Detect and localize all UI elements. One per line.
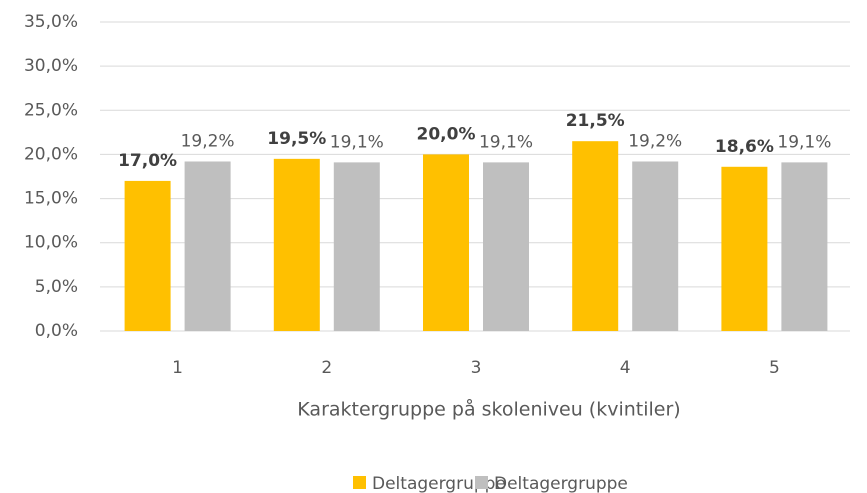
data-label: 19,1%: [330, 132, 384, 152]
x-tick-label: 4: [620, 358, 631, 378]
bar: [184, 161, 231, 331]
y-tick-label: 30,0%: [24, 56, 78, 76]
x-tick-label: 2: [321, 358, 332, 378]
y-tick-label: 5,0%: [35, 277, 78, 297]
data-label: 20,0%: [417, 124, 476, 144]
legend-label: Deltagergruppe: [494, 474, 628, 493]
y-tick-label: 15,0%: [24, 189, 78, 209]
x-tick-label: 1: [172, 358, 183, 378]
bar: [273, 158, 320, 331]
y-tick-label: 35,0%: [24, 12, 78, 32]
x-tick-label: 5: [769, 358, 780, 378]
legend-swatch: [353, 476, 366, 489]
y-tick-label: 20,0%: [24, 144, 78, 164]
data-label: 19,5%: [267, 129, 326, 149]
legend-label: Deltagergruppe: [372, 474, 506, 493]
bar: [572, 141, 619, 331]
data-label: 21,5%: [566, 111, 625, 131]
bar: [632, 161, 679, 331]
y-tick-label: 10,0%: [24, 233, 78, 253]
bar: [124, 180, 171, 331]
bar: [483, 162, 529, 331]
x-axis-label: Karaktergruppe på skoleniveu (kvintiler): [297, 398, 680, 421]
bar: [721, 166, 768, 331]
data-label: 19,2%: [628, 131, 682, 151]
data-label: 19,1%: [777, 132, 831, 152]
data-label: 18,6%: [715, 137, 774, 157]
data-label: 19,2%: [181, 131, 235, 151]
data-label: 19,1%: [479, 132, 533, 152]
bar: [423, 154, 469, 331]
bar: [781, 162, 828, 331]
x-tick-label: 3: [471, 358, 482, 378]
legend-swatch: [475, 476, 488, 489]
y-tick-label: 0,0%: [35, 321, 78, 341]
bar: [333, 162, 380, 331]
y-tick-label: 25,0%: [24, 100, 78, 120]
data-label: 17,0%: [118, 151, 177, 171]
